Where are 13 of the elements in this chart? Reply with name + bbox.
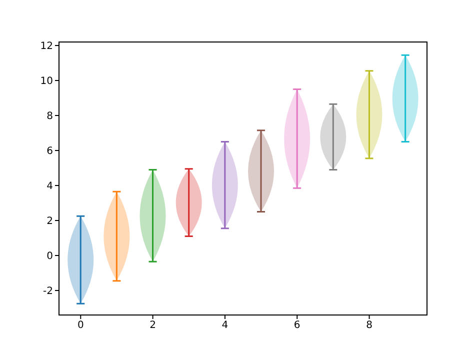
x-tick-label: 8 (366, 320, 372, 332)
y-tick-label: 10 (40, 76, 53, 88)
y-tick-label: 6 (46, 146, 53, 158)
x-tick-label: 0 (77, 320, 84, 332)
y-tick-label: 12 (40, 41, 53, 52)
x-tick-label: 2 (150, 320, 156, 332)
x-tick-label: 6 (294, 320, 300, 332)
x-tick-label: 4 (222, 320, 228, 332)
y-tick-label: 4 (46, 181, 53, 192)
y-tick-label: 8 (46, 111, 53, 122)
y-tick-label: 2 (46, 216, 53, 228)
y-tick-label: 0 (46, 251, 53, 262)
y-tick-label: -2 (43, 286, 53, 298)
